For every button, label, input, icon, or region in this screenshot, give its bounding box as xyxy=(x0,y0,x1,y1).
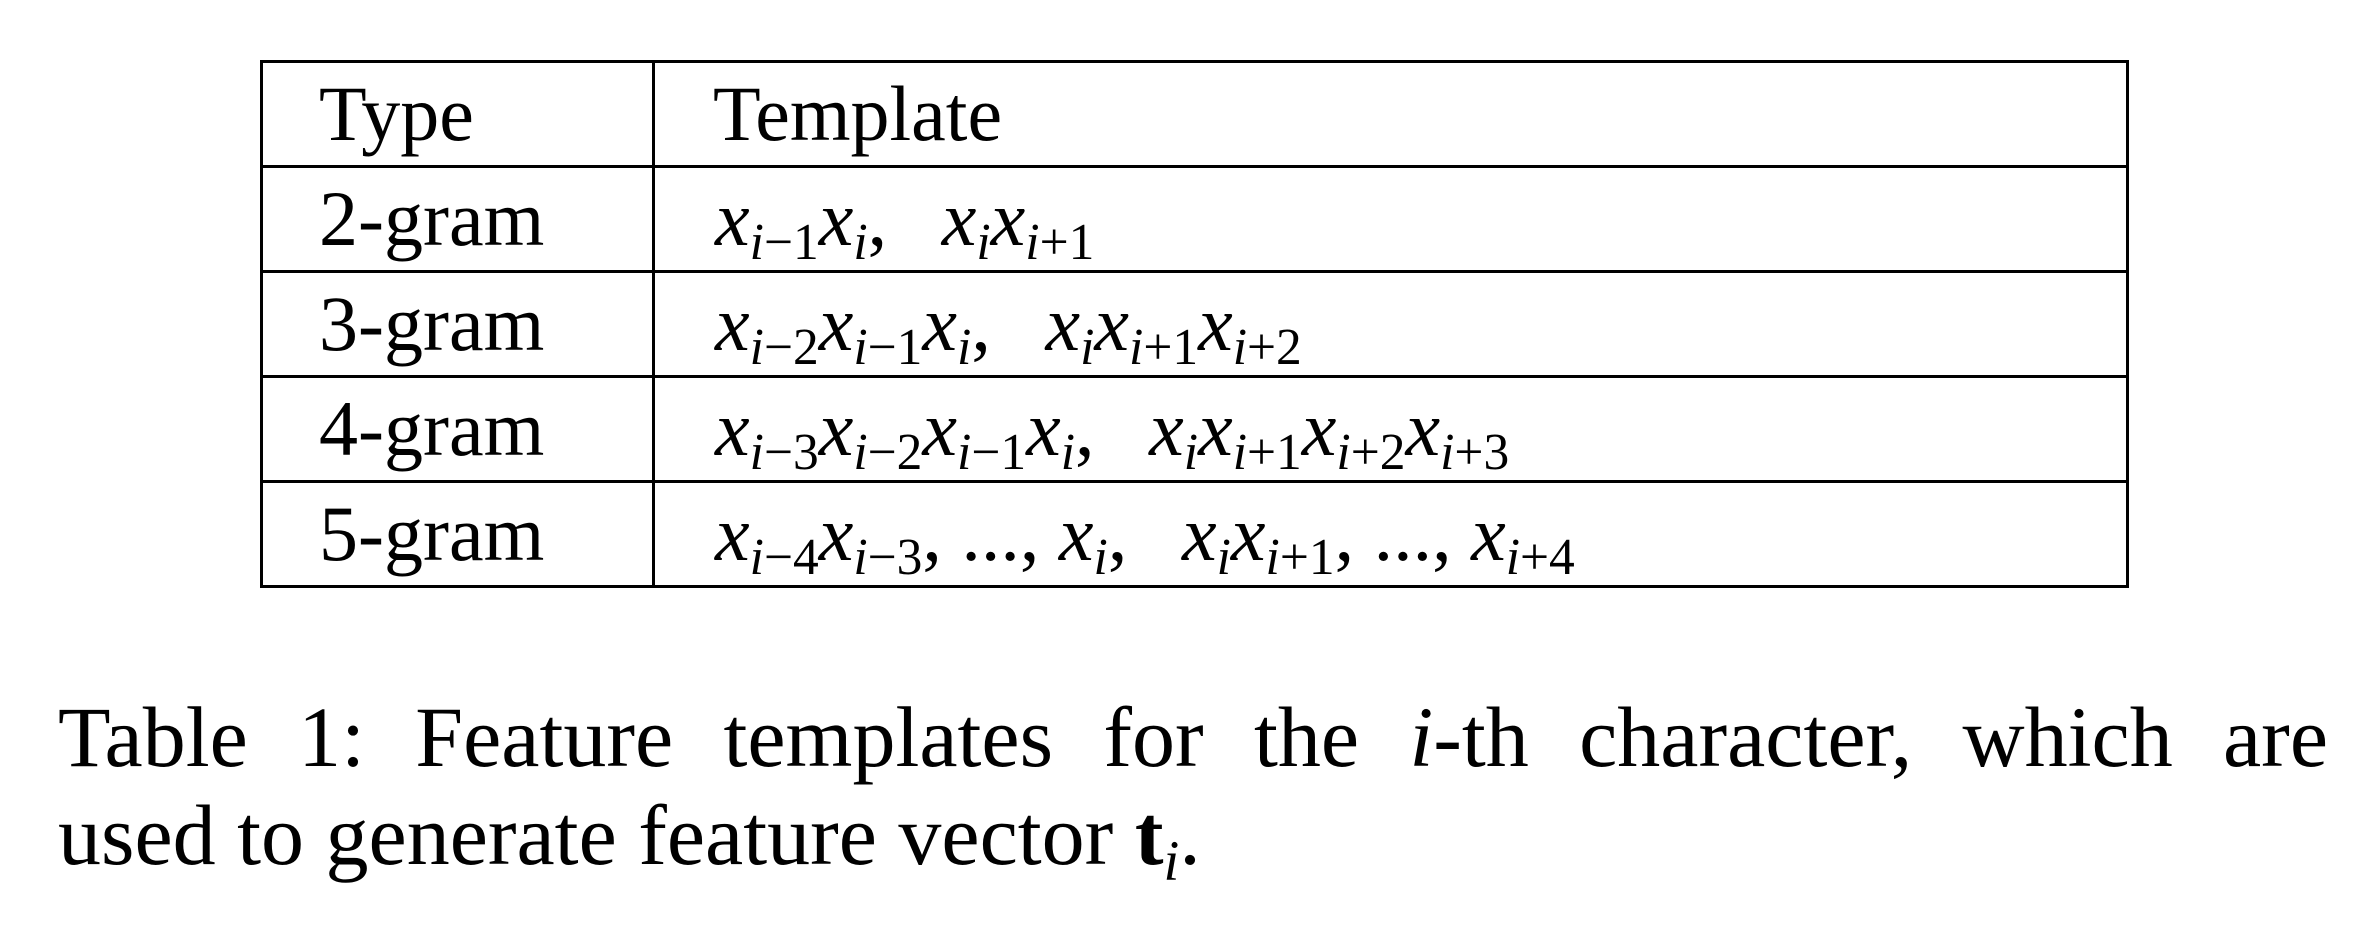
math-variable: x xyxy=(922,280,958,367)
template-cell: xi−3xi−2xi−1xi, xixi+1xi+2xi+3 xyxy=(652,375,2129,483)
math-variable: x xyxy=(990,175,1026,262)
math-subscript: i+2 xyxy=(1336,424,1406,482)
table-row: 5-gram xi−4xi−3, ..., xi, xixi+1, ..., xi… xyxy=(260,480,2129,588)
math-variable: x xyxy=(1198,385,1233,472)
math-variable: x xyxy=(715,385,750,472)
math-subscript: i+4 xyxy=(1505,529,1575,587)
math-variable: x xyxy=(818,175,854,262)
caption-text: -th character, which are xyxy=(1433,689,2328,785)
type-cell: 4-gram xyxy=(260,375,655,483)
math-subscript: i+2 xyxy=(1232,319,1302,377)
template-formula: xi−3xi−2xi−1xi, xixi+1xi+2xi+3 xyxy=(715,390,1509,479)
math-variable: x xyxy=(1181,490,1217,577)
caption-line-1: Table 1: Feature templates for the i-th … xyxy=(58,688,2328,786)
math-subscript: i−2 xyxy=(749,319,819,377)
table-row: 4-gram xi−3xi−2xi−1xi, xixi+1xi+2xi+3 xyxy=(260,375,2129,483)
math-punctuation: , ..., xyxy=(922,490,1059,577)
math-subscript: i+3 xyxy=(1440,424,1510,482)
math-punctuation: , ..., xyxy=(1334,490,1472,577)
caption-variable: i xyxy=(1409,689,1434,785)
math-subscript: i xyxy=(853,214,868,272)
math-subscript: i−1 xyxy=(957,424,1027,482)
caption-vector-subscript: i xyxy=(1163,829,1180,893)
template-formula: xi−2xi−1xi, xixi+1xi+2 xyxy=(715,285,1302,374)
math-subscript: i xyxy=(957,319,972,377)
table-row: 2-gram xi−1xi, xixi+1 xyxy=(260,165,2129,273)
type-cell: 3-gram xyxy=(260,270,655,378)
math-punctuation: , xyxy=(867,175,888,262)
table-row: 3-gram xi−2xi−1xi, xixi+1xi+2 xyxy=(260,270,2129,378)
math-variable: x xyxy=(715,175,750,262)
caption-text: . xyxy=(1179,787,1201,883)
math-variable: x xyxy=(1471,490,1506,577)
type-cell: 5-gram xyxy=(260,480,655,588)
caption-text: Table 1: Feature templates for the xyxy=(58,689,1410,785)
column-header-template: Template xyxy=(652,60,2129,168)
math-variable: x xyxy=(1198,280,1233,367)
caption-vector-symbol: t xyxy=(1134,787,1164,883)
math-variable: x xyxy=(1230,490,1266,577)
math-variable: x xyxy=(715,490,750,577)
math-variable: x xyxy=(818,490,854,577)
math-subscript: i−2 xyxy=(853,424,923,482)
math-subscript: i−3 xyxy=(749,424,819,482)
math-variable: x xyxy=(1094,280,1129,367)
template-cell: xi−4xi−3, ..., xi, xixi+1, ..., xi+4 xyxy=(652,480,2129,588)
math-subscript: i−3 xyxy=(853,529,923,587)
column-header-type: Type xyxy=(260,60,655,168)
template-formula: xi−1xi, xixi+1 xyxy=(715,180,1094,269)
math-subscript: i xyxy=(1093,529,1108,587)
table-header-row: Type Template xyxy=(260,60,2129,168)
caption-text: used to generate feature vector xyxy=(58,787,1135,883)
type-cell: 2-gram xyxy=(260,165,655,273)
math-subscript: i+1 xyxy=(1265,529,1335,587)
table-caption: Table 1: Feature templates for the i-th … xyxy=(58,688,2328,890)
math-subscript: i−1 xyxy=(749,214,819,272)
math-variable: x xyxy=(1058,490,1094,577)
template-formula: xi−4xi−3, ..., xi, xixi+1, ..., xi+4 xyxy=(715,495,1575,584)
math-subscript: i+1 xyxy=(1232,424,1302,482)
math-variable: x xyxy=(941,175,977,262)
math-punctuation: , xyxy=(971,280,991,367)
math-subscript: i xyxy=(976,214,991,272)
math-subscript: i+1 xyxy=(1129,319,1199,377)
math-variable: x xyxy=(1026,385,1061,472)
math-variable: x xyxy=(1045,280,1081,367)
math-variable: x xyxy=(818,280,854,367)
math-subscript: i xyxy=(1183,424,1199,482)
template-cell: xi−1xi, xixi+1 xyxy=(652,165,2129,273)
math-variable: x xyxy=(1405,385,1441,472)
math-subscript: i xyxy=(1216,529,1231,587)
math-variable: x xyxy=(922,385,958,472)
math-variable: x xyxy=(818,385,854,472)
math-variable: x xyxy=(715,280,750,367)
math-subscript: i−4 xyxy=(749,529,819,587)
math-variable: x xyxy=(1149,385,1184,472)
math-punctuation: , xyxy=(1107,490,1128,577)
caption-line-2: used to generate feature vector ti. xyxy=(58,786,2328,890)
math-variable: x xyxy=(1301,385,1337,472)
feature-template-table: Type Template 2-gram xi−1xi, xixi+1 3-gra… xyxy=(260,60,2129,588)
math-subscript: i−1 xyxy=(853,319,923,377)
template-cell: xi−2xi−1xi, xixi+1xi+2 xyxy=(652,270,2129,378)
math-punctuation: , xyxy=(1075,385,1095,472)
math-subscript: i xyxy=(1080,319,1095,377)
math-subscript: i+1 xyxy=(1025,214,1095,272)
math-subscript: i xyxy=(1060,424,1076,482)
